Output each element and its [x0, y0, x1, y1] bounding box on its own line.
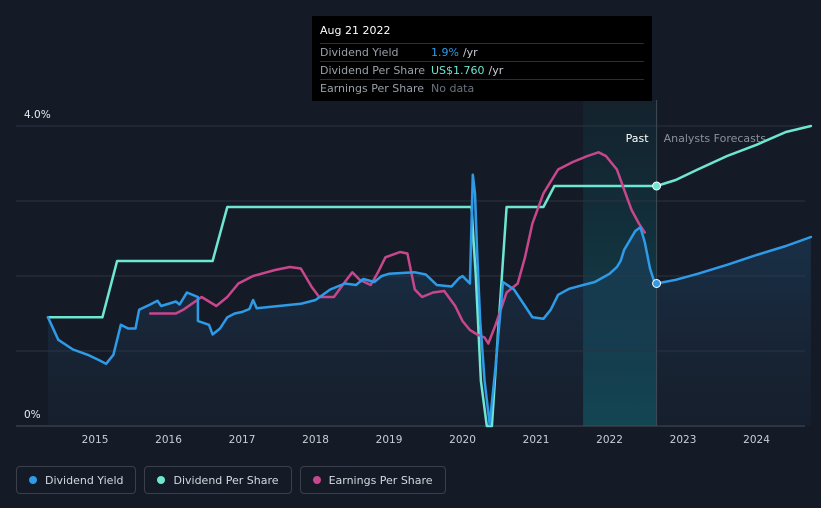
- tooltip-label: Dividend Per Share: [320, 64, 426, 77]
- y-tick-label: 0%: [24, 409, 41, 421]
- dividend-per-share-marker: [652, 181, 662, 191]
- tooltip-value: No data: [431, 82, 475, 95]
- tooltip-value: 1.9%: [431, 46, 459, 59]
- past-label: Past: [626, 132, 650, 145]
- x-tick-label: 2017: [229, 434, 256, 446]
- dividend-yield-line: [46, 173, 813, 426]
- x-tick-label: 2020: [449, 434, 476, 446]
- tooltip-value: US$1.760: [431, 64, 485, 77]
- legend-label: Dividend Per Share: [173, 473, 279, 487]
- tooltip: Aug 21 2022 Dividend Yield 1.9% /yr Divi…: [312, 16, 652, 101]
- x-tick-label: 2024: [743, 434, 770, 446]
- forecast-label: Analysts Forecasts: [664, 132, 767, 145]
- tooltip-date: Aug 21 2022: [320, 24, 391, 37]
- earnings-per-share-line: [148, 151, 647, 345]
- tooltip-unit: /yr: [462, 46, 478, 59]
- legend-label: Dividend Yield: [45, 473, 124, 487]
- legend-dot-icon: [157, 476, 166, 484]
- legend-dot-icon: [29, 476, 37, 484]
- tooltip-unit: /yr: [488, 64, 504, 77]
- y-tick-label: 4.0%: [24, 109, 51, 121]
- legend-dot-icon: [312, 476, 321, 484]
- tooltip-label: Earnings Per Share: [320, 82, 425, 95]
- x-tick-label: 2022: [596, 434, 623, 446]
- dividend-yield-area: [48, 174, 811, 426]
- legend-label: Earnings Per Share: [328, 473, 433, 487]
- x-tick-label: 2018: [302, 434, 329, 446]
- legend-item-dividend-per-share[interactable]: Dividend Per Share: [144, 466, 292, 494]
- x-tick-label: 2016: [155, 434, 182, 446]
- x-tick-label: 2021: [523, 434, 550, 446]
- x-tick-label: 2019: [376, 434, 403, 446]
- legend: Dividend Yield Dividend Per Share Earnin…: [16, 466, 446, 494]
- tooltip-row-dividend-per-share: Dividend Per Share US$1.760 /yr: [320, 61, 644, 79]
- dividend-yield-marker: [652, 279, 662, 288]
- x-tick-label: 2023: [670, 434, 697, 446]
- legend-item-dividend-yield[interactable]: Dividend Yield: [16, 466, 137, 494]
- tooltip-row-earnings-per-share: Earnings Per Share No data: [320, 79, 644, 97]
- legend-item-earnings-per-share[interactable]: Earnings Per Share: [299, 466, 446, 494]
- tooltip-label: Dividend Yield: [320, 46, 399, 59]
- tooltip-row-dividend-yield: Dividend Yield 1.9% /yr: [320, 43, 644, 61]
- x-tick-label: 2015: [82, 434, 109, 446]
